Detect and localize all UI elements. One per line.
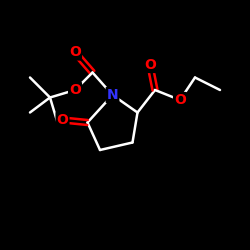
Text: O: O (144, 58, 156, 72)
Text: N: N (107, 88, 118, 102)
Text: O: O (174, 93, 186, 107)
Text: O: O (56, 113, 68, 127)
Text: O: O (69, 46, 81, 60)
Text: O: O (69, 83, 81, 97)
